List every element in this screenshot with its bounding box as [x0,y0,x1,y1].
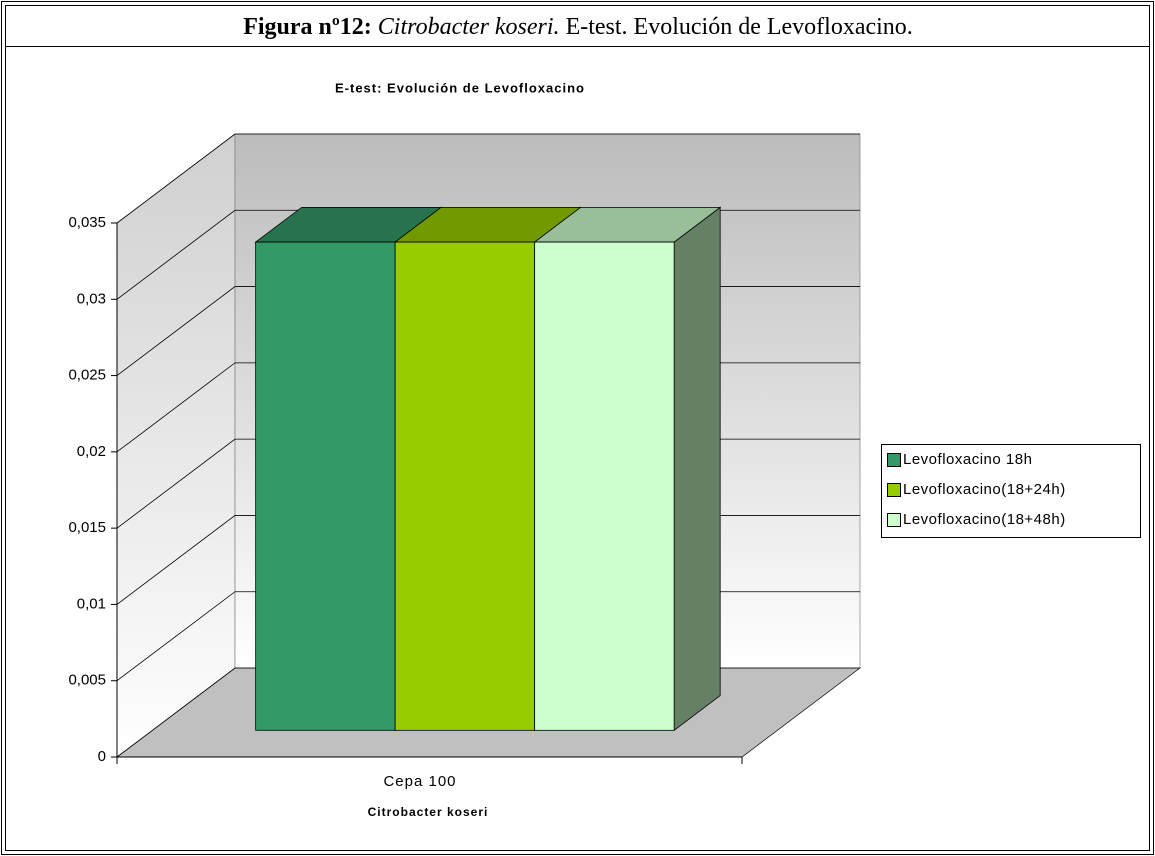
x-tick-label: Cepa 100 [383,773,456,790]
legend [881,444,1141,538]
y-tick-label: 0,035 [68,214,106,231]
caption: Figura nº12: Citrobacter koseri. E-test.… [243,14,913,40]
border-inner [5,5,1150,851]
y-tick-label: 0,025 [68,367,106,384]
y-tick-label: 0,01 [77,595,106,612]
bar [394,241,536,731]
legend-swatch [887,513,901,527]
legend-label: Levofloxacino(18+48h) [903,511,1066,528]
chart-title: E-test: Evolución de Levofloxacino [335,80,585,95]
legend-label: Levofloxacino 18h [903,451,1032,468]
x-axis-title: Citrobacter koseri [368,805,489,819]
legend-swatch [887,483,901,497]
caption-species: Citrobacter koseri. [378,14,560,40]
legend-swatch [887,453,901,467]
grid-line [116,133,860,224]
caption-label: Figura nº12: [243,14,372,40]
y-tick-label: 0,02 [77,443,106,460]
bar [534,241,675,731]
y-tick-label: 0,015 [68,519,106,536]
bar-side [673,206,721,732]
legend-label: Levofloxacino(18+24h) [903,481,1066,498]
caption-text: E-test. Evolución de Levofloxacino. [566,14,913,40]
y-tick-label: 0,005 [68,672,106,689]
y-tick-label: 0,03 [77,290,106,307]
bar [255,241,396,731]
y-tick-label: 0 [98,748,106,765]
left-wall [116,133,236,758]
